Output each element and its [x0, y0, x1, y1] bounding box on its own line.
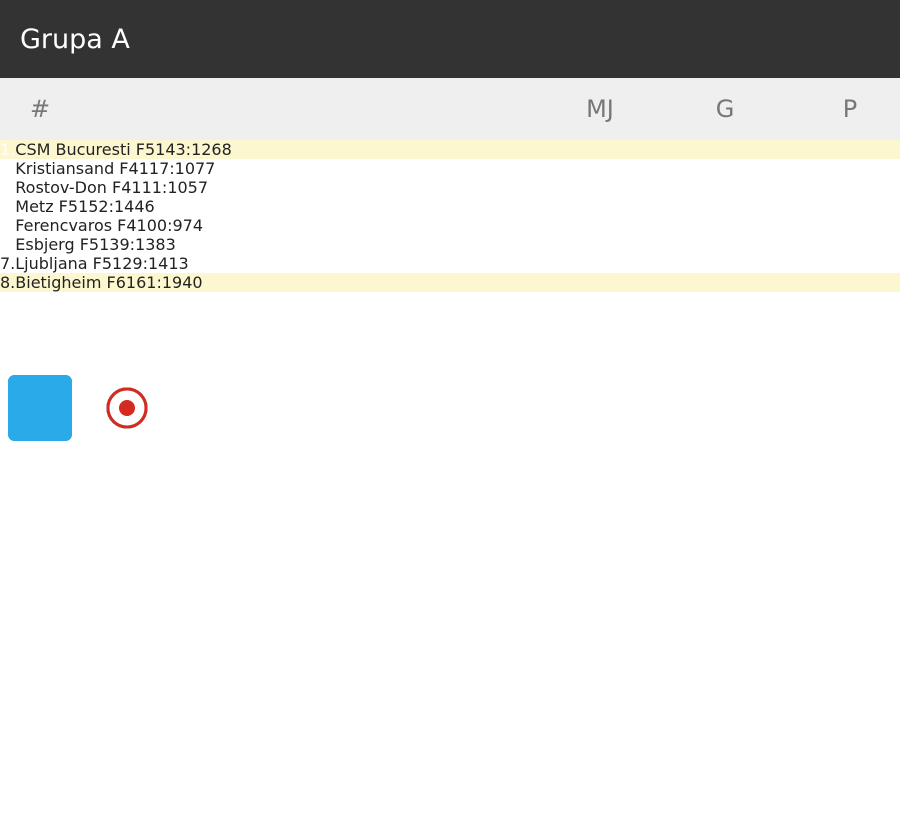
points: 8: [221, 140, 232, 159]
rank-badge: [8, 374, 72, 441]
column-label: P: [842, 95, 858, 123]
team-name: Ferencvaros F: [15, 216, 127, 235]
team-name: Esbjerg F: [15, 235, 89, 254]
rank: 7.: [0, 254, 16, 273]
team-name: Ljubljana F: [15, 254, 102, 273]
column-header: # MJ G P: [0, 78, 900, 140]
team-name: Kristiansand F: [15, 159, 129, 178]
points: 7: [205, 159, 216, 178]
group-title: Grupa A: [20, 23, 130, 55]
matches: 5: [88, 235, 100, 254]
matches: 5: [67, 197, 79, 216]
table-row: 3. Rostov-Don F4111:1057: [0, 178, 900, 441]
matches: 6: [115, 273, 126, 292]
goals: 143:126: [155, 140, 222, 159]
rank: 8.: [0, 273, 16, 292]
rank: 5.: [0, 216, 16, 235]
rank: 1.: [0, 140, 16, 159]
points: 0: [192, 273, 203, 292]
goals: 100:97: [136, 216, 193, 235]
table-row: 4. Metz F5152:1446: [0, 197, 900, 441]
team-name: Metz F: [15, 197, 68, 216]
matches: 5: [144, 140, 156, 159]
goals: 129:141: [112, 254, 179, 273]
group-header: Grupa A: [0, 0, 900, 78]
matches: 5: [101, 254, 113, 273]
column-label: G: [715, 95, 735, 123]
matches: 4: [121, 178, 132, 197]
table-row: 5. Ferencvaros F4100:974: [0, 216, 900, 441]
rank: 2.: [0, 159, 16, 178]
matches: 4: [126, 216, 137, 235]
points: 3: [165, 235, 176, 254]
team-name: Rostov-Don F: [15, 178, 122, 197]
table-row: 6. Esbjerg F5139:1383: [0, 235, 900, 441]
matches: 4: [128, 159, 139, 178]
points: 3: [178, 254, 189, 273]
table-row: 8. Bietigheim F6161:1940: [0, 273, 900, 428]
table-row: 7. Ljubljana F5129:1413: [0, 254, 900, 428]
goals: 117:107: [138, 159, 206, 178]
table-row: 2. Kristiansand F4117:1077: [0, 159, 900, 441]
standings: 1. CSM Bucuresti F5143:1268 2. Kristiansand…: [0, 140, 900, 815]
column-label: MJ: [586, 95, 614, 123]
rank: 6.: [0, 235, 16, 254]
goals: 152:144: [78, 197, 145, 216]
team-logo: [106, 387, 148, 428]
rank: 3.: [0, 178, 16, 197]
goals: 111:105: [131, 178, 198, 197]
rank: 4.: [0, 197, 16, 216]
points: 7: [197, 178, 209, 197]
logo-detail: [119, 399, 135, 416]
team-name: CSM Bucuresti F: [15, 140, 145, 159]
table-row: 1. CSM Bucuresti F5143:1268: [0, 140, 900, 441]
goals: 161:194: [125, 273, 193, 292]
points: 4: [192, 216, 204, 235]
column-label: #: [29, 95, 51, 123]
points: 6: [144, 197, 155, 216]
goals: 139:138: [99, 235, 166, 254]
team-name: Bietigheim F: [15, 273, 116, 292]
